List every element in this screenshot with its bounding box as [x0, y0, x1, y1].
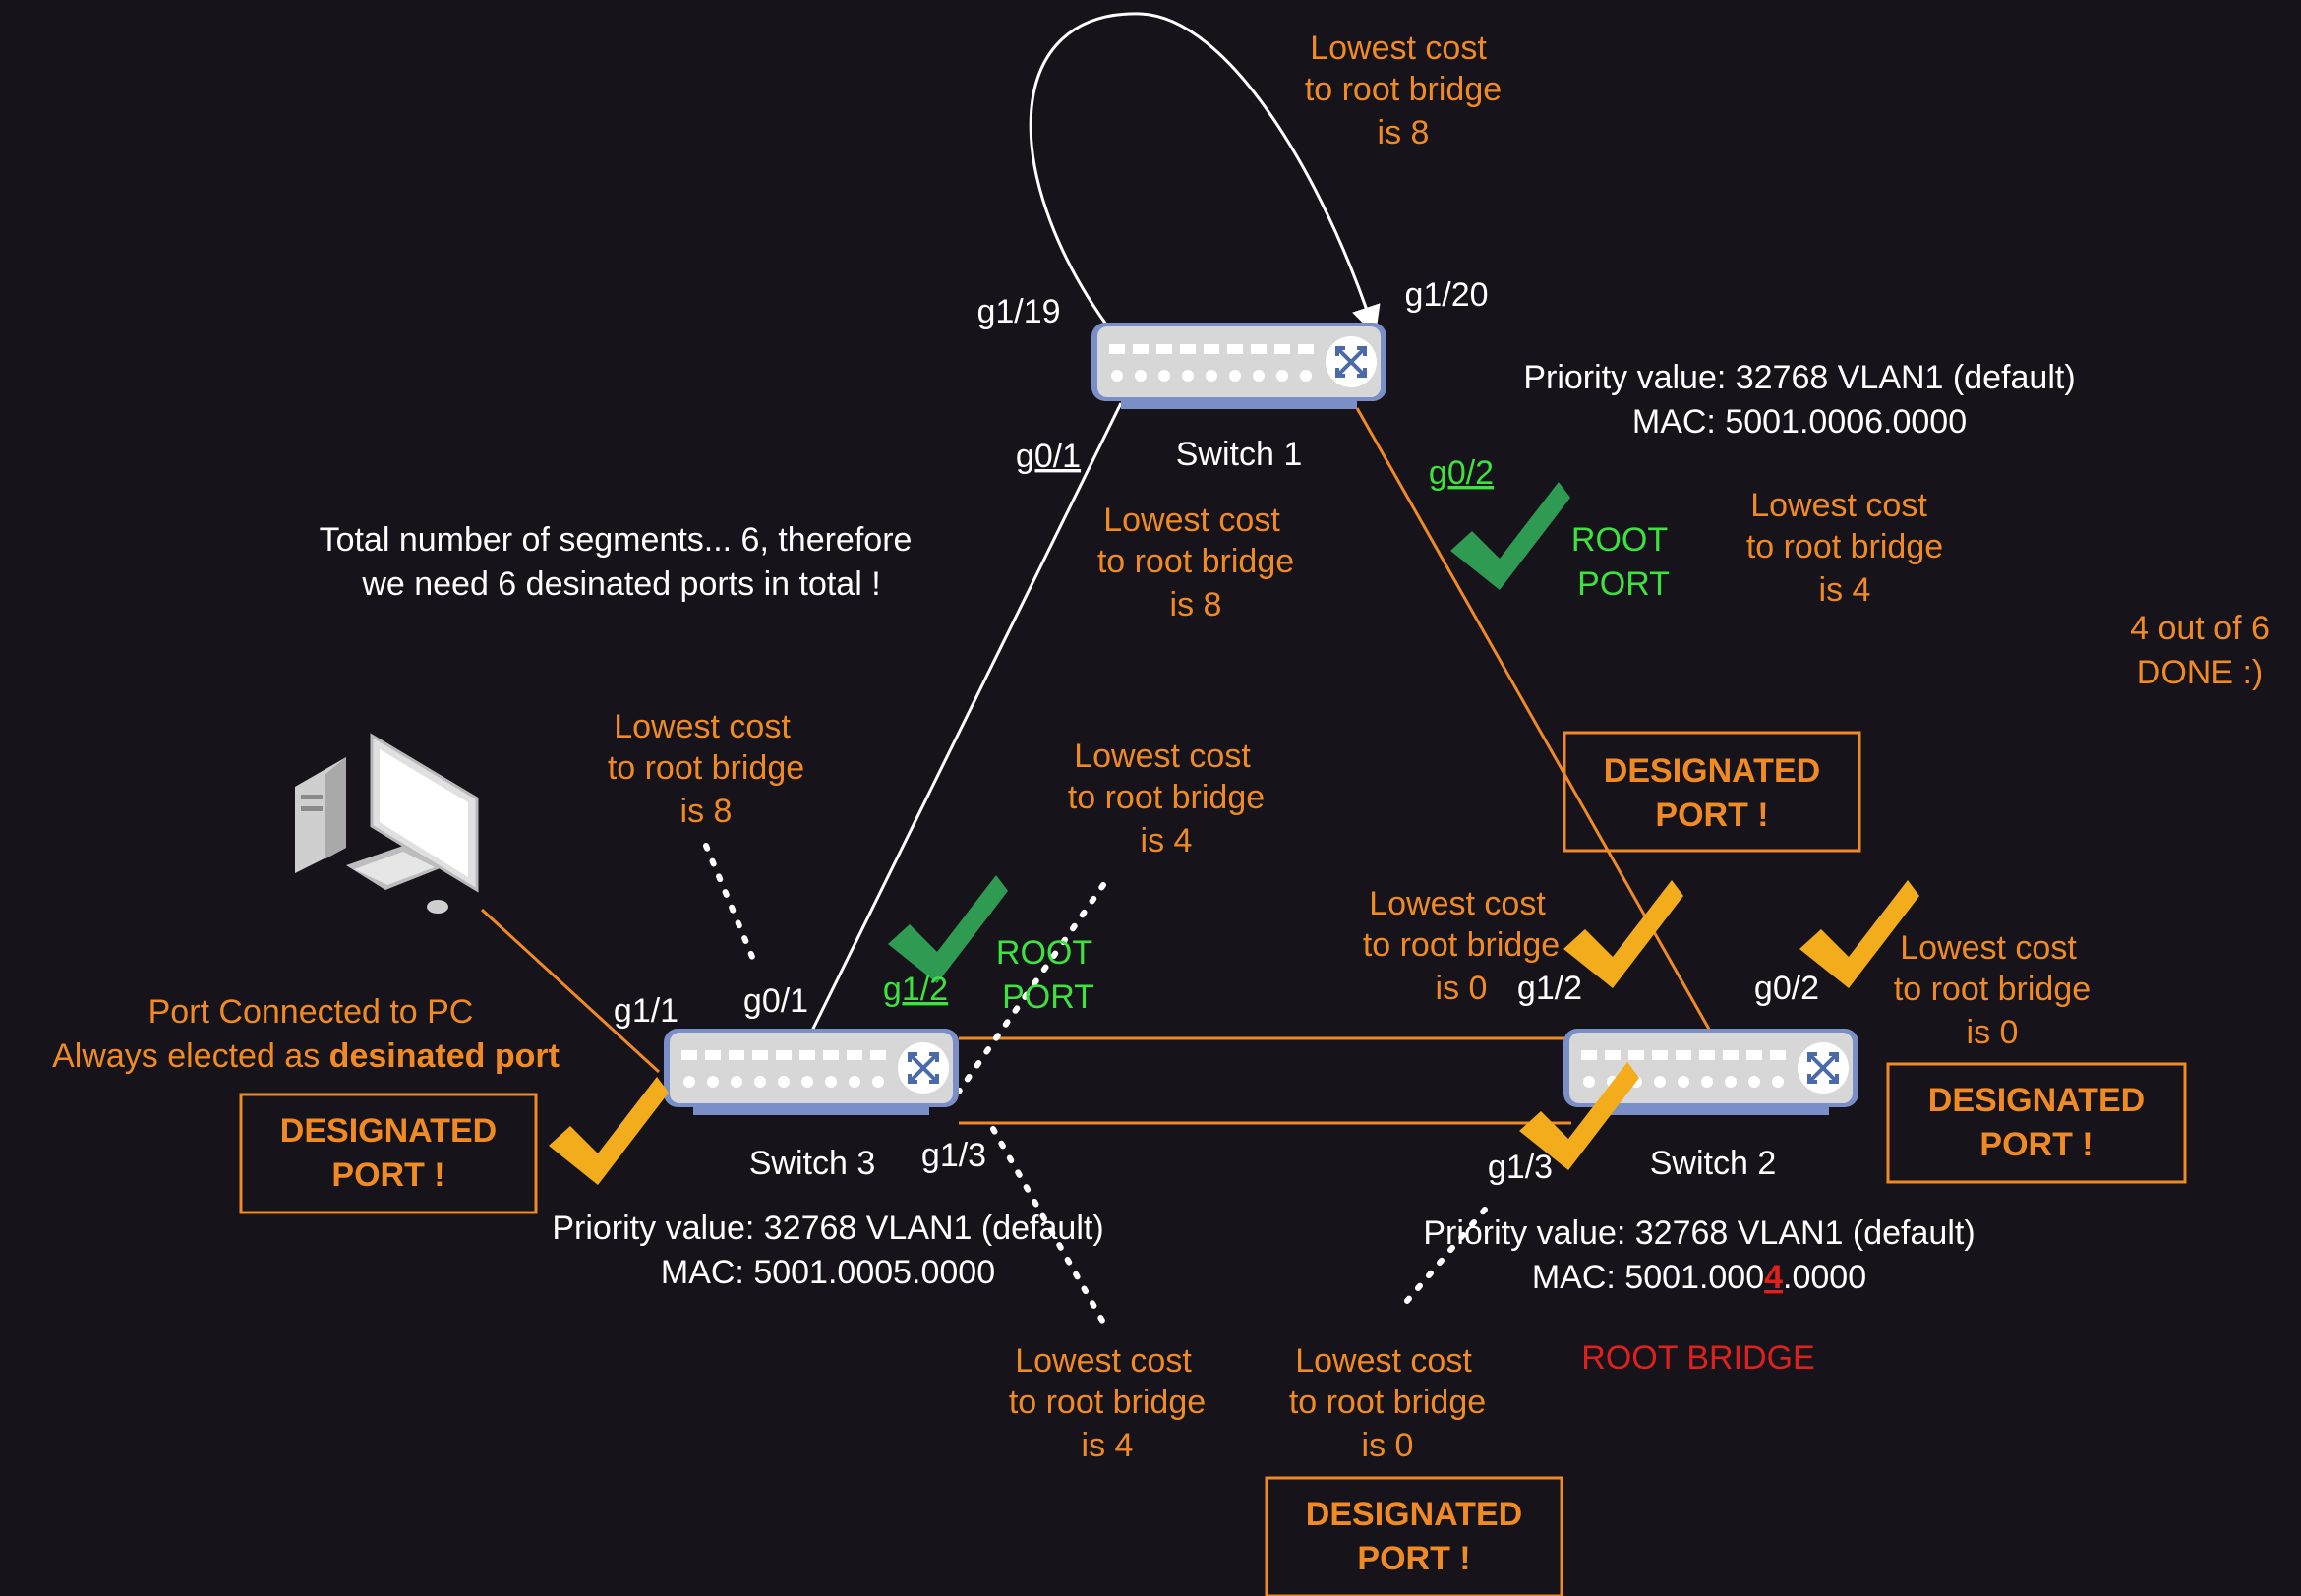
- cost-label: to root bridge: [608, 749, 804, 787]
- root-bridge-label: ROOT BRIDGE: [1581, 1339, 1814, 1377]
- link-s1-s3: [809, 402, 1123, 1034]
- port-label-s2-g1-2: g1/2: [1517, 970, 1582, 1007]
- designated-port-label: PORT !: [331, 1156, 444, 1194]
- port-label-s1-g0-1: g0/1: [1016, 438, 1081, 475]
- switch-1-icon[interactable]: [1090, 321, 1388, 411]
- cost-label: Lowest cost: [1103, 502, 1280, 539]
- segments-info: we need 6 desinated ports in total !: [361, 565, 880, 603]
- designated-port-label: DESIGNATED: [280, 1112, 497, 1150]
- root-port-label: ROOT: [996, 934, 1092, 972]
- cost-label: to root bridge: [1068, 779, 1265, 816]
- link-pc-s3: [480, 908, 661, 1074]
- switch-3-priority: Priority value: 32768 VLAN1 (default): [552, 1210, 1103, 1247]
- cost-label: to root bridge: [1305, 71, 1502, 108]
- switch-1-name: Switch 1: [1176, 436, 1303, 473]
- root-port-label: ROOT: [1571, 521, 1668, 559]
- pc-port-note: Always elected as desinated port: [52, 1037, 560, 1075]
- port-label-s1-g1-19: g1/19: [976, 293, 1060, 330]
- designated-port-box: [239, 1093, 538, 1214]
- cost-value: is 8: [1170, 586, 1222, 623]
- cost-label: Lowest cost: [1015, 1342, 1192, 1380]
- cost-label: Lowest cost: [1750, 487, 1927, 524]
- cost-label: to root bridge: [1746, 528, 1943, 565]
- checkmark-icon: [1450, 482, 1570, 590]
- cost-label: Lowest cost: [1369, 885, 1546, 922]
- switch-3-mac: MAC: 5001.0005.0000: [661, 1254, 995, 1291]
- port-label-s1-g0-2: g0/2: [1429, 454, 1494, 492]
- port-label-s3-g1-2: g1/2: [883, 971, 948, 1008]
- designated-port-label: DESIGNATED: [1306, 1496, 1522, 1533]
- cost-value: is 4: [1082, 1427, 1134, 1464]
- checkmark-icon: [549, 1077, 669, 1185]
- cost-label: to root bridge: [1363, 926, 1560, 964]
- port-label-s2-g1-3: g1/3: [1488, 1149, 1553, 1186]
- segments-info: Total number of segments... 6, therefore: [320, 521, 913, 559]
- pointer-dots: [703, 843, 760, 972]
- port-label-s3-g1-3: g1/3: [921, 1137, 986, 1174]
- designated-port-box: [1886, 1062, 2187, 1184]
- port-label-s3-g1-1: g1/1: [614, 992, 678, 1030]
- desktop-computer-icon[interactable]: [295, 733, 479, 914]
- port-label-s3-g0-1: g0/1: [743, 982, 808, 1020]
- switch-3-icon[interactable]: [662, 1027, 961, 1117]
- progress-label: DONE :): [2137, 654, 2263, 691]
- switch-1-mac: MAC: 5001.0006.0000: [1632, 403, 1967, 441]
- cost-value: is 0: [1362, 1427, 1414, 1464]
- designated-port-box: [1265, 1476, 1564, 1596]
- checkmark-icon: [888, 875, 1008, 983]
- pointer-dots: [1398, 1207, 1488, 1311]
- cost-label: to root bridge: [1097, 543, 1294, 580]
- switch-3-name: Switch 3: [749, 1145, 876, 1182]
- designated-port-label: DESIGNATED: [1928, 1082, 2145, 1119]
- cost-value: is 4: [1819, 571, 1871, 609]
- cost-label: to root bridge: [1009, 1384, 1206, 1421]
- cost-value: is 8: [1378, 114, 1430, 151]
- designated-port-label: PORT !: [1357, 1540, 1470, 1577]
- switch-2-priority: Priority value: 32768 VLAN1 (default): [1423, 1214, 1975, 1252]
- switch-1-priority: Priority value: 32768 VLAN1 (default): [1523, 359, 2075, 396]
- cost-value: is 0: [1967, 1014, 2019, 1051]
- cost-label: Lowest cost: [1310, 30, 1487, 67]
- designated-port-box: [1563, 731, 1861, 853]
- pc-port-note: Port Connected to PC: [148, 993, 474, 1031]
- cost-value: is 4: [1141, 822, 1193, 859]
- root-port-label: PORT: [1577, 565, 1670, 603]
- cost-label: Lowest cost: [1900, 929, 2077, 967]
- port-label-s2-g0-2: g0/2: [1754, 970, 1819, 1007]
- root-port-label: PORT: [1002, 978, 1094, 1016]
- designated-port-label: DESIGNATED: [1604, 752, 1820, 790]
- port-label-s1-g1-20: g1/20: [1404, 276, 1488, 314]
- cost-label: to root bridge: [1894, 971, 2091, 1008]
- designated-port-label: PORT !: [1979, 1126, 2093, 1163]
- cost-value: is 8: [680, 793, 733, 830]
- switch-2-mac: MAC: 5001.0004.0000: [1532, 1259, 1866, 1296]
- loop-arrow-icon: [1029, 12, 1381, 336]
- cost-label: Lowest cost: [1295, 1342, 1472, 1380]
- cost-label: Lowest cost: [1074, 738, 1251, 775]
- cost-label: Lowest cost: [614, 708, 791, 745]
- progress-label: 4 out of 6: [2130, 610, 2270, 647]
- pointer-dots: [990, 1126, 1109, 1330]
- switch-2-name: Switch 2: [1650, 1145, 1777, 1182]
- cost-value: is 0: [1436, 970, 1488, 1007]
- cost-label: to root bridge: [1289, 1384, 1486, 1421]
- designated-port-label: PORT !: [1655, 797, 1768, 834]
